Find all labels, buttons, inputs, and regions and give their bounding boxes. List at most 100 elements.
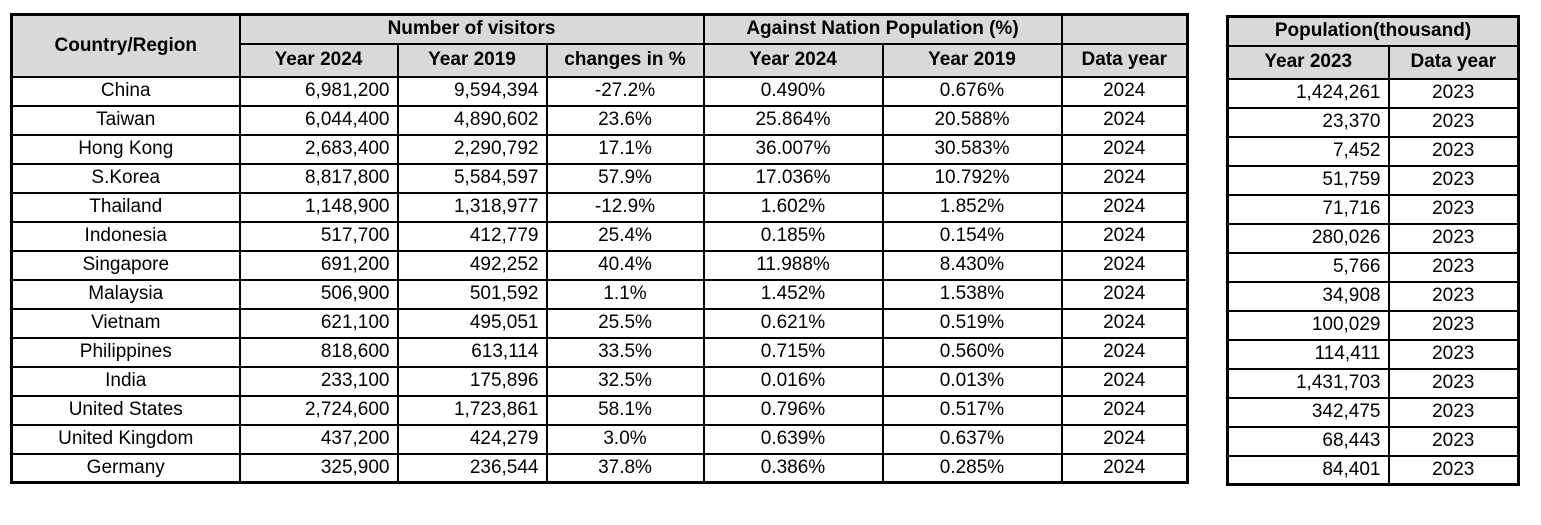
cell-pct-2019: 1.538% <box>881 278 1063 310</box>
cell-data-year: 2024 <box>1060 75 1189 107</box>
cell-data-year: 2024 <box>1060 423 1189 455</box>
population-table-body: 1,424,261 2023 23,370 2023 7,452 2023 51… <box>1226 77 1520 486</box>
table-row: 1,424,261 2023 <box>1226 77 1520 109</box>
cell-data-year: 2024 <box>1060 220 1189 252</box>
cell-data-year: 2024 <box>1060 365 1189 397</box>
header-population-thousand: Population(thousand) <box>1226 15 1520 47</box>
population-table: Population(thousand) Year 2023 Data year… <box>1226 15 1520 486</box>
cell-change-pct: 57.9% <box>545 162 705 194</box>
cell-pct-2024: 0.490% <box>702 75 884 107</box>
cell-visitors-2019: 236,544 <box>396 452 548 484</box>
cell-visitors-2024: 6,044,400 <box>238 104 399 136</box>
cell-population-data-year: 2023 <box>1387 309 1520 341</box>
cell-data-year: 2024 <box>1060 307 1189 339</box>
cell-visitors-2024: 621,100 <box>238 307 399 339</box>
cell-visitors-2024: 437,200 <box>238 423 399 455</box>
cell-pct-2019: 8.430% <box>881 249 1063 281</box>
cell-visitors-2024: 2,683,400 <box>238 133 399 165</box>
cell-change-pct: 23.6% <box>545 104 705 136</box>
cell-data-year: 2024 <box>1060 191 1189 223</box>
cell-data-year: 2024 <box>1060 336 1189 368</box>
table-row: 280,026 2023 <box>1226 222 1520 254</box>
cell-visitors-2024: 2,724,600 <box>238 394 399 426</box>
cell-data-year: 2024 <box>1060 452 1189 484</box>
visitors-table: Country/Region Number of visitors Agains… <box>10 13 1189 484</box>
header-against-nation-population: Against Nation Population (%) <box>702 13 1063 45</box>
table-row: Indonesia 517,700 412,779 25.4% 0.185% 0… <box>10 220 1189 252</box>
cell-country: United Kingdom <box>10 423 241 455</box>
cell-visitors-2024: 6,981,200 <box>238 75 399 107</box>
cell-pct-2024: 36.007% <box>702 133 884 165</box>
table-row: 342,475 2023 <box>1226 396 1520 428</box>
cell-population-data-year: 2023 <box>1387 396 1520 428</box>
cell-population-data-year: 2023 <box>1387 425 1520 457</box>
cell-data-year: 2024 <box>1060 278 1189 310</box>
table-row: China 6,981,200 9,594,394 -27.2% 0.490% … <box>10 75 1189 107</box>
cell-population-data-year: 2023 <box>1387 135 1520 167</box>
header-columns-row: Year 2024 Year 2019 changes in % Year 20… <box>12 42 1189 78</box>
cell-visitors-2019: 5,584,597 <box>396 162 548 194</box>
table-row: 71,716 2023 <box>1226 193 1520 225</box>
table-row: Singapore 691,200 492,252 40.4% 11.988% … <box>10 249 1189 281</box>
cell-pct-2019: 0.519% <box>881 307 1063 339</box>
cell-population-data-year: 2023 <box>1387 222 1520 254</box>
cell-change-pct: 25.4% <box>545 220 705 252</box>
cell-population-2023: 100,029 <box>1226 309 1390 341</box>
header-data-year: Data year <box>1060 42 1189 78</box>
table-row: Malaysia 506,900 501,592 1.1% 1.452% 1.5… <box>10 278 1189 310</box>
cell-visitors-2019: 2,290,792 <box>396 133 548 165</box>
cell-population-2023: 5,766 <box>1226 251 1390 283</box>
cell-change-pct: 33.5% <box>545 336 705 368</box>
cell-country: Germany <box>10 452 241 484</box>
table-row: 114,411 2023 <box>1226 338 1520 370</box>
cell-visitors-2024: 325,900 <box>238 452 399 484</box>
cell-pct-2019: 0.560% <box>881 336 1063 368</box>
cell-change-pct: 40.4% <box>545 249 705 281</box>
cell-population-2023: 71,716 <box>1226 193 1390 225</box>
cell-pct-2024: 0.386% <box>702 452 884 484</box>
visitors-table-header: Country/Region Number of visitors Agains… <box>10 13 1189 78</box>
cell-pct-2019: 30.583% <box>881 133 1063 165</box>
header-pct-year-2024: Year 2024 <box>702 42 884 78</box>
cell-visitors-2024: 691,200 <box>238 249 399 281</box>
cell-pct-2024: 0.639% <box>702 423 884 455</box>
cell-visitors-2024: 506,900 <box>238 278 399 310</box>
cell-pct-2019: 0.013% <box>881 365 1063 397</box>
cell-population-2023: 51,759 <box>1226 164 1390 196</box>
cell-country: China <box>10 75 241 107</box>
table-row: Hong Kong 2,683,400 2,290,792 17.1% 36.0… <box>10 133 1189 165</box>
cell-pct-2019: 10.792% <box>881 162 1063 194</box>
cell-visitors-2019: 1,723,861 <box>396 394 548 426</box>
cell-visitors-2019: 613,114 <box>396 336 548 368</box>
cell-population-data-year: 2023 <box>1387 164 1520 196</box>
cell-visitors-2019: 175,896 <box>396 365 548 397</box>
table-row: Philippines 818,600 613,114 33.5% 0.715%… <box>10 336 1189 368</box>
cell-pct-2024: 0.621% <box>702 307 884 339</box>
cell-population-data-year: 2023 <box>1387 454 1520 486</box>
cell-pct-2019: 1.852% <box>881 191 1063 223</box>
cell-change-pct: 1.1% <box>545 278 705 310</box>
cell-visitors-2019: 424,279 <box>396 423 548 455</box>
cell-pct-2019: 20.588% <box>881 104 1063 136</box>
header-visitors-year-2024: Year 2024 <box>238 42 399 78</box>
table-row: Thailand 1,148,900 1,318,977 -12.9% 1.60… <box>10 191 1189 223</box>
cell-pct-2019: 0.154% <box>881 220 1063 252</box>
cell-country: Hong Kong <box>10 133 241 165</box>
cell-change-pct: -27.2% <box>545 75 705 107</box>
header-visitors-year-2019: Year 2019 <box>396 42 548 78</box>
cell-population-2023: 84,401 <box>1226 454 1390 486</box>
table-row: 84,401 2023 <box>1226 454 1520 486</box>
cell-population-data-year: 2023 <box>1387 106 1520 138</box>
cell-visitors-2019: 4,890,602 <box>396 104 548 136</box>
cell-visitors-2019: 495,051 <box>396 307 548 339</box>
cell-population-2023: 280,026 <box>1226 222 1390 254</box>
cell-population-2023: 342,475 <box>1226 396 1390 428</box>
visitors-table-body: China 6,981,200 9,594,394 -27.2% 0.490% … <box>10 75 1189 484</box>
table-row: S.Korea 8,817,800 5,584,597 57.9% 17.036… <box>10 162 1189 194</box>
cell-change-pct: -12.9% <box>545 191 705 223</box>
cell-population-data-year: 2023 <box>1387 367 1520 399</box>
cell-visitors-2024: 233,100 <box>238 365 399 397</box>
table-row: 23,370 2023 <box>1226 106 1520 138</box>
cell-population-data-year: 2023 <box>1387 251 1520 283</box>
cell-pct-2024: 0.715% <box>702 336 884 368</box>
